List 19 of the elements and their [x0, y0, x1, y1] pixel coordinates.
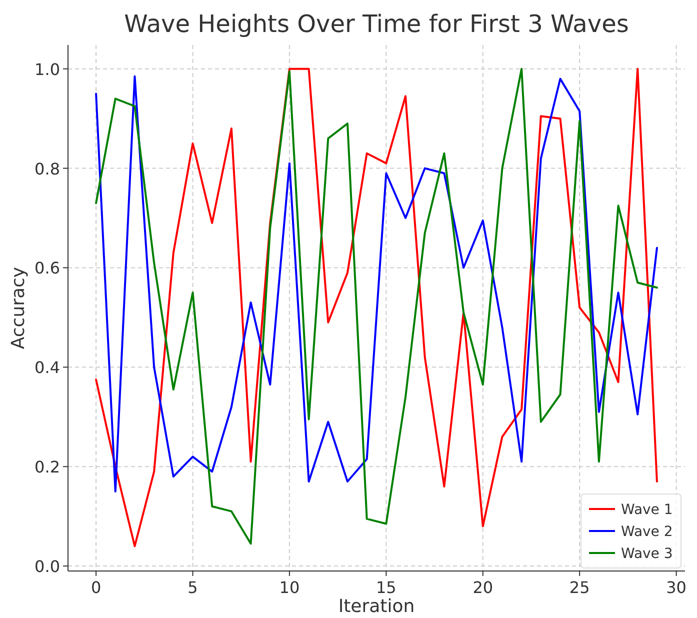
- y-tick-label: 0.8: [34, 159, 60, 178]
- x-tick-label: 10: [279, 578, 300, 597]
- y-tick-label: 0.0: [34, 557, 60, 576]
- x-tick-label: 0: [90, 578, 102, 597]
- y-tick-label: 1.0: [34, 60, 60, 79]
- legend-label: Wave 1: [621, 502, 673, 518]
- x-axis-title: Iteration: [338, 596, 415, 617]
- y-tick-label: 0.6: [34, 258, 60, 278]
- x-tick-label: 15: [376, 578, 396, 597]
- legend-label: Wave 3: [621, 546, 673, 562]
- chart-title: Wave Heights Over Time for First 3 Waves: [124, 10, 629, 38]
- x-tick-label: 30: [666, 578, 686, 597]
- y-tick-label: 0.2: [34, 458, 60, 477]
- y-tick-label: 0.4: [34, 358, 60, 378]
- x-tick-label: 25: [569, 578, 590, 597]
- x-tick-label: 5: [188, 578, 198, 597]
- x-tick-label: 20: [472, 578, 494, 597]
- y-axis-title: Accuracy: [8, 266, 29, 350]
- legend-label: Wave 2: [621, 524, 673, 540]
